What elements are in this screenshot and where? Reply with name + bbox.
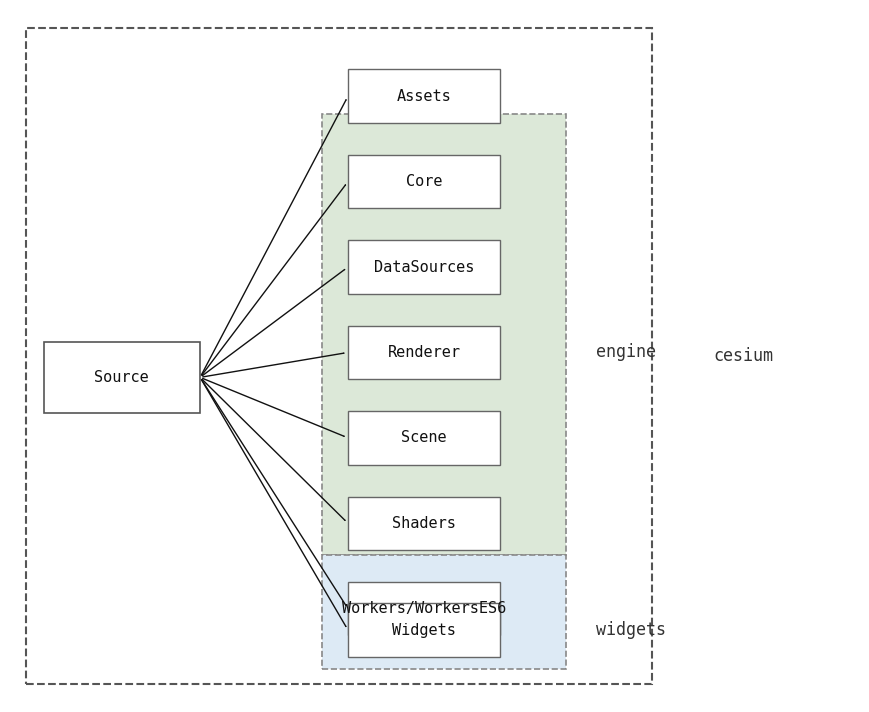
FancyBboxPatch shape xyxy=(348,582,500,636)
FancyBboxPatch shape xyxy=(322,555,565,669)
FancyArrowPatch shape xyxy=(202,270,344,376)
Text: DataSources: DataSources xyxy=(374,259,474,275)
Text: cesium: cesium xyxy=(713,347,773,365)
FancyBboxPatch shape xyxy=(348,603,500,656)
Text: Source: Source xyxy=(95,370,149,385)
FancyBboxPatch shape xyxy=(348,241,500,293)
FancyArrowPatch shape xyxy=(202,353,343,377)
Text: Workers/WorkersES6: Workers/WorkersES6 xyxy=(342,601,506,617)
FancyArrowPatch shape xyxy=(202,378,343,436)
Text: widgets: widgets xyxy=(595,621,665,639)
Text: Renderer: Renderer xyxy=(388,345,460,360)
Text: engine: engine xyxy=(595,343,655,362)
FancyBboxPatch shape xyxy=(348,70,500,122)
FancyBboxPatch shape xyxy=(43,342,200,413)
FancyBboxPatch shape xyxy=(348,411,500,464)
Text: Assets: Assets xyxy=(396,88,451,104)
FancyArrowPatch shape xyxy=(201,100,346,375)
Text: Shaders: Shaders xyxy=(392,515,455,531)
FancyBboxPatch shape xyxy=(348,497,500,550)
FancyBboxPatch shape xyxy=(348,326,500,379)
FancyArrowPatch shape xyxy=(202,379,345,520)
Text: Widgets: Widgets xyxy=(392,622,455,638)
Text: Core: Core xyxy=(406,174,441,189)
FancyArrowPatch shape xyxy=(202,185,345,375)
FancyArrowPatch shape xyxy=(202,379,346,627)
FancyBboxPatch shape xyxy=(322,114,565,555)
FancyBboxPatch shape xyxy=(348,155,500,208)
FancyArrowPatch shape xyxy=(202,379,345,605)
Text: Scene: Scene xyxy=(401,430,447,446)
